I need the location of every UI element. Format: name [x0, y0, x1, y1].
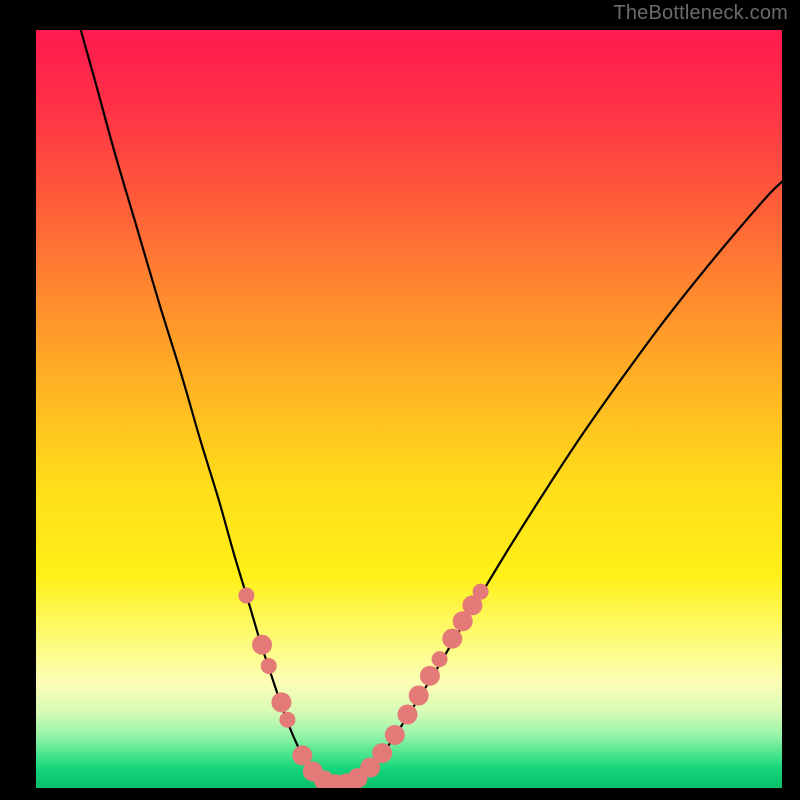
data-marker — [398, 704, 418, 724]
data-marker — [279, 712, 295, 728]
data-marker — [252, 635, 272, 655]
data-marker — [238, 587, 254, 603]
data-marker — [409, 686, 429, 706]
chart-svg — [0, 0, 800, 800]
data-marker — [372, 743, 392, 763]
data-marker — [442, 629, 462, 649]
watermark-text: TheBottleneck.com — [613, 2, 788, 25]
gradient-background — [36, 30, 782, 788]
data-marker — [420, 666, 440, 686]
plot-area — [36, 30, 782, 794]
data-marker — [261, 658, 277, 674]
chart-root: TheBottleneck.com — [0, 0, 800, 800]
data-marker — [385, 725, 405, 745]
data-marker — [271, 692, 291, 712]
data-marker — [432, 651, 448, 667]
data-marker — [473, 584, 489, 600]
